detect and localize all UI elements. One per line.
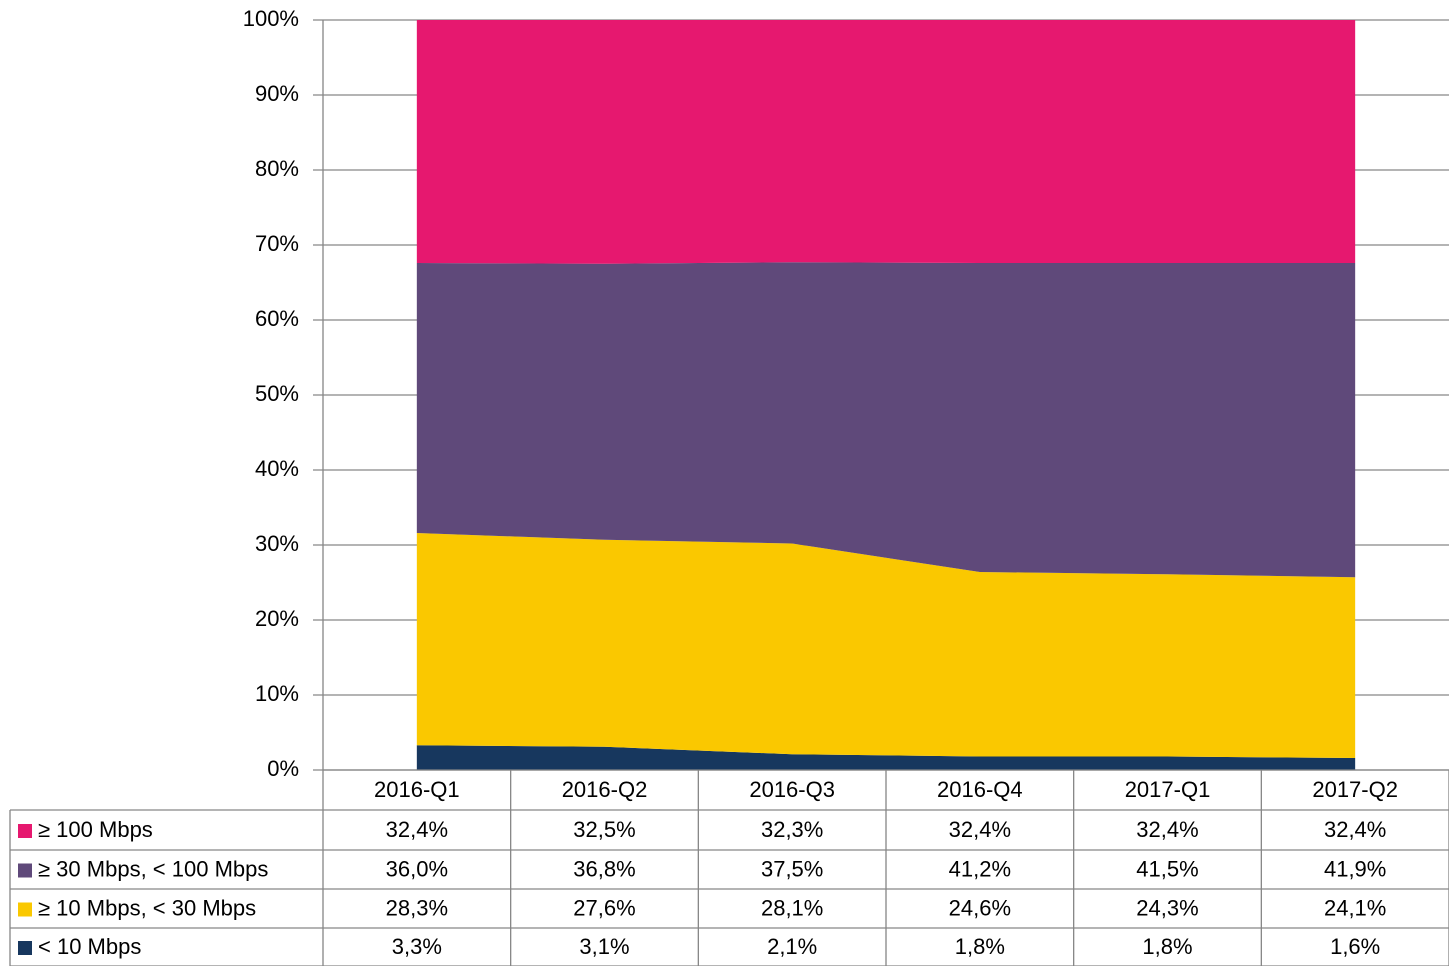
legend-label: < 10 Mbps bbox=[38, 934, 141, 959]
data-label: 28,1% bbox=[761, 895, 823, 920]
y-tick-label: 0% bbox=[267, 756, 299, 781]
data-label: 1,8% bbox=[955, 934, 1005, 959]
x-tick-label: 2017-Q2 bbox=[1312, 777, 1398, 802]
legend-swatch bbox=[18, 941, 32, 955]
legend-swatch bbox=[18, 863, 32, 878]
y-tick-label: 60% bbox=[255, 306, 299, 331]
y-tick-label: 100% bbox=[243, 6, 299, 31]
legend-label: ≥ 100 Mbps bbox=[38, 817, 153, 842]
area bbox=[416, 745, 1356, 770]
data-label: 32,4% bbox=[1136, 817, 1198, 842]
y-tick-label: 80% bbox=[255, 156, 299, 181]
x-tick-label: 2016-Q3 bbox=[749, 777, 835, 802]
legend-label: ≥ 10 Mbps, < 30 Mbps bbox=[38, 895, 256, 920]
data-label: 3,3% bbox=[392, 934, 442, 959]
data-label: 1,6% bbox=[1330, 934, 1380, 959]
legend-swatch bbox=[18, 824, 32, 838]
y-tick-label: 50% bbox=[255, 381, 299, 406]
y-tick-label: 40% bbox=[255, 456, 299, 481]
data-label: 32,4% bbox=[386, 817, 448, 842]
data-label: 3,1% bbox=[579, 934, 629, 959]
legend-swatch bbox=[18, 902, 32, 917]
data-label: 41,5% bbox=[1136, 856, 1198, 881]
data-label: 36,8% bbox=[573, 856, 635, 881]
data-label: 36,0% bbox=[386, 856, 448, 881]
x-tick-label: 2016-Q2 bbox=[562, 777, 648, 802]
y-tick-label: 20% bbox=[255, 606, 299, 631]
y-tick-label: 10% bbox=[255, 681, 299, 706]
data-label: 32,5% bbox=[573, 817, 635, 842]
data-label: 24,3% bbox=[1136, 895, 1198, 920]
data-label: 32,3% bbox=[761, 817, 823, 842]
data-label: 2,1% bbox=[767, 934, 817, 959]
y-tick-label: 70% bbox=[255, 231, 299, 256]
area bbox=[416, 533, 1356, 758]
data-label: 28,3% bbox=[386, 895, 448, 920]
data-label: 24,1% bbox=[1324, 895, 1386, 920]
data-label: 24,6% bbox=[949, 895, 1011, 920]
legend-label: ≥ 30 Mbps, < 100 Mbps bbox=[38, 856, 268, 881]
data-label: 37,5% bbox=[761, 856, 823, 881]
y-tick-label: 30% bbox=[255, 531, 299, 556]
x-tick-label: 2016-Q1 bbox=[374, 777, 460, 802]
y-tick-label: 90% bbox=[255, 81, 299, 106]
area bbox=[416, 262, 1356, 578]
data-label: 41,9% bbox=[1324, 856, 1386, 881]
data-label: 27,6% bbox=[573, 895, 635, 920]
data-label: 41,2% bbox=[949, 856, 1011, 881]
data-label: 32,4% bbox=[949, 817, 1011, 842]
data-label: 1,8% bbox=[1142, 934, 1192, 959]
data-label: 32,4% bbox=[1324, 817, 1386, 842]
area bbox=[416, 20, 1356, 264]
x-tick-label: 2017-Q1 bbox=[1125, 777, 1211, 802]
x-tick-label: 2016-Q4 bbox=[937, 777, 1023, 802]
